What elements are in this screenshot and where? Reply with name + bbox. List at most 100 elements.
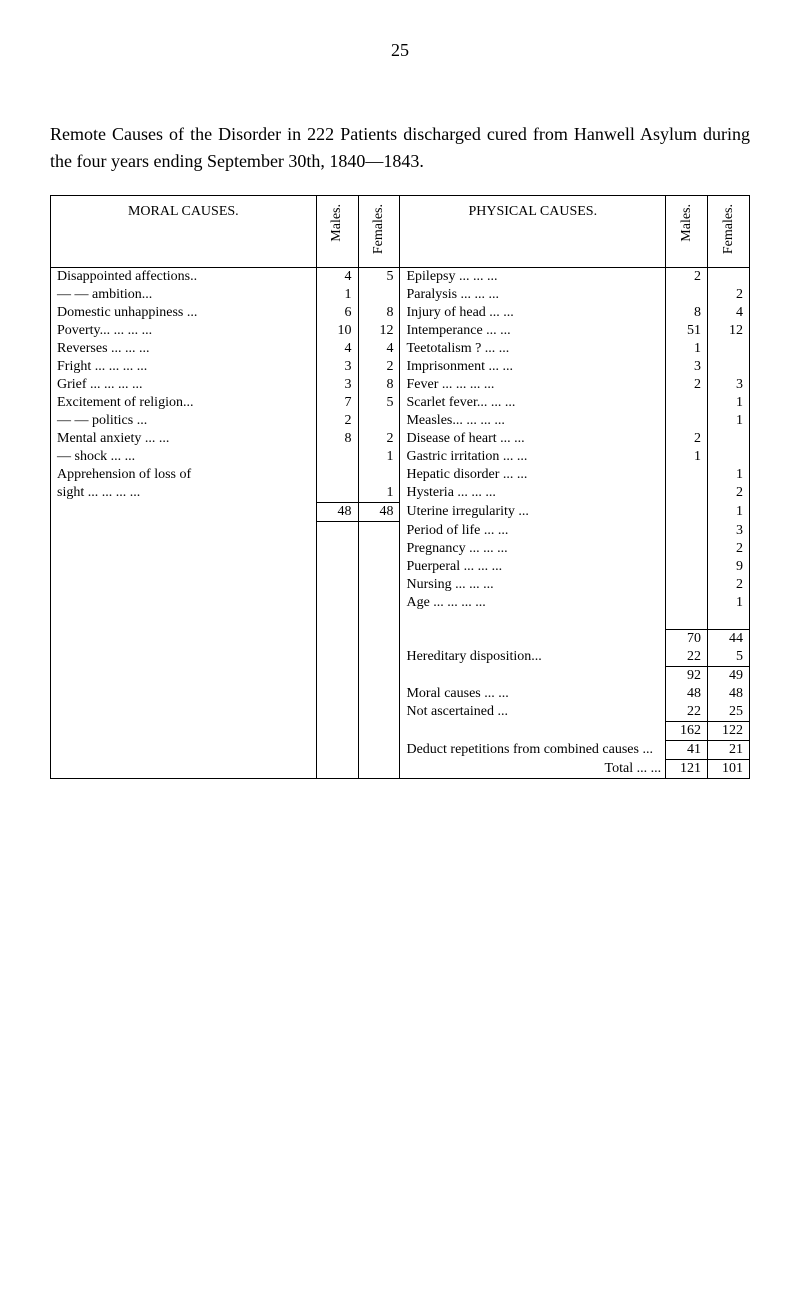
physical-males: 2 <box>666 268 708 287</box>
table-row: — — politics ... 2 Measles... ... ... ..… <box>51 412 750 430</box>
physical-males <box>666 503 708 522</box>
moral-males: 6 <box>316 304 358 322</box>
blank <box>316 540 358 558</box>
blank <box>358 540 400 558</box>
table-row: sight ... ... ... ... 1 Hysteria ... ...… <box>51 484 750 503</box>
table-row: Deduct repetitions from combined causes … <box>51 741 750 760</box>
subtotal2-females: 49 <box>708 667 750 686</box>
physical-label: Intemperance ... ... <box>400 322 666 340</box>
deduct-females: 21 <box>708 741 750 760</box>
physical-females: 1 <box>708 594 750 612</box>
moral-label: Excitement of religion... <box>51 394 317 412</box>
physical-label: Disease of heart ... ... <box>400 430 666 448</box>
physical-males <box>666 412 708 430</box>
moral-label: Fright ... ... ... ... <box>51 358 317 376</box>
physical-females: 1 <box>708 503 750 522</box>
blank <box>358 630 400 649</box>
blank <box>358 522 400 540</box>
table-row: Age ... ... ... ... 1 <box>51 594 750 612</box>
blank <box>358 667 400 686</box>
physical-label: Teetotalism ? ... ... <box>400 340 666 358</box>
physical-females: 3 <box>708 376 750 394</box>
moral-label: Mental anxiety ... ... <box>51 430 317 448</box>
moral-total-females: 48 <box>358 503 400 522</box>
blank <box>51 703 317 722</box>
physical-label: Period of life ... ... <box>400 522 666 540</box>
moral-males <box>316 484 358 503</box>
physical-females <box>708 358 750 376</box>
page-number: 25 <box>50 40 750 61</box>
total-females: 101 <box>708 760 750 779</box>
spacer-row <box>51 612 750 630</box>
physical-label: Measles... ... ... ... <box>400 412 666 430</box>
physical-label: Uterine irregularity ... <box>400 503 666 522</box>
physical-males: 8 <box>666 304 708 322</box>
blank <box>358 722 400 741</box>
blank <box>51 540 317 558</box>
moral-females: 5 <box>358 268 400 287</box>
moral-females <box>358 412 400 430</box>
blank <box>358 703 400 722</box>
moral-males: 2 <box>316 412 358 430</box>
moral-label <box>51 503 317 522</box>
spacer-row: Total ... ... 121 101 <box>51 760 750 779</box>
blank <box>358 741 400 760</box>
blank <box>358 760 400 779</box>
moral-label: — — politics ... <box>51 412 317 430</box>
moral-females <box>358 466 400 484</box>
not-ascertained-label: Not ascertained ... <box>400 703 666 722</box>
blank <box>316 760 358 779</box>
blank <box>51 760 317 779</box>
moral-label: Grief ... ... ... ... <box>51 376 317 394</box>
moral-males: 4 <box>316 268 358 287</box>
table-row: Excitement of religion... 7 5 Scarlet fe… <box>51 394 750 412</box>
blank <box>51 576 317 594</box>
blank <box>358 685 400 703</box>
table-row: Pregnancy ... ... ... 2 <box>51 540 750 558</box>
table-row: Domestic unhappiness ... 6 8 Injury of h… <box>51 304 750 322</box>
moral-label: Disappointed affections.. <box>51 268 317 287</box>
physical-females: 2 <box>708 576 750 594</box>
blank <box>51 630 317 649</box>
physical-males <box>666 558 708 576</box>
moral-males: 8 <box>316 430 358 448</box>
table-row: Puerperal ... ... ... 9 <box>51 558 750 576</box>
blank <box>358 612 400 630</box>
physical-label: Gastric irritation ... ... <box>400 448 666 466</box>
physical-females: 1 <box>708 394 750 412</box>
physical-label: Nursing ... ... ... <box>400 576 666 594</box>
physical-label: Puerperal ... ... ... <box>400 558 666 576</box>
spacer-row: 92 49 <box>51 667 750 686</box>
blank <box>51 648 317 667</box>
physical-females: 12 <box>708 322 750 340</box>
table-row: 48 48 Uterine irregularity ... 1 <box>51 503 750 522</box>
subtotal3-females: 122 <box>708 722 750 741</box>
moral-causes-females: 48 <box>708 685 750 703</box>
physical-males <box>666 540 708 558</box>
hereditary-females: 5 <box>708 648 750 667</box>
header-males-1: Males. <box>316 196 358 268</box>
blank <box>666 612 708 630</box>
moral-label: Apprehension of loss of <box>51 466 317 484</box>
page-title: Remote Causes of the Disorder in 222 Pat… <box>50 121 750 175</box>
physical-males <box>666 466 708 484</box>
moral-males: 7 <box>316 394 358 412</box>
blank <box>316 594 358 612</box>
blank <box>316 685 358 703</box>
table-row: Poverty... ... ... ... 10 12 Intemperanc… <box>51 322 750 340</box>
blank <box>400 722 666 741</box>
subtotal3-males: 162 <box>666 722 708 741</box>
table-header-row: MORAL CAUSES. Males. Females. PHYSICAL C… <box>51 196 750 268</box>
physical-males: 1 <box>666 340 708 358</box>
blank <box>51 594 317 612</box>
subtotal1-males: 70 <box>666 630 708 649</box>
table-row: Mental anxiety ... ... 8 2 Disease of he… <box>51 430 750 448</box>
physical-males <box>666 394 708 412</box>
physical-males: 3 <box>666 358 708 376</box>
physical-males: 51 <box>666 322 708 340</box>
causes-table: MORAL CAUSES. Males. Females. PHYSICAL C… <box>50 195 750 779</box>
moral-total-males: 48 <box>316 503 358 522</box>
blank <box>316 667 358 686</box>
moral-label: — — ambition... <box>51 286 317 304</box>
moral-males: 10 <box>316 322 358 340</box>
